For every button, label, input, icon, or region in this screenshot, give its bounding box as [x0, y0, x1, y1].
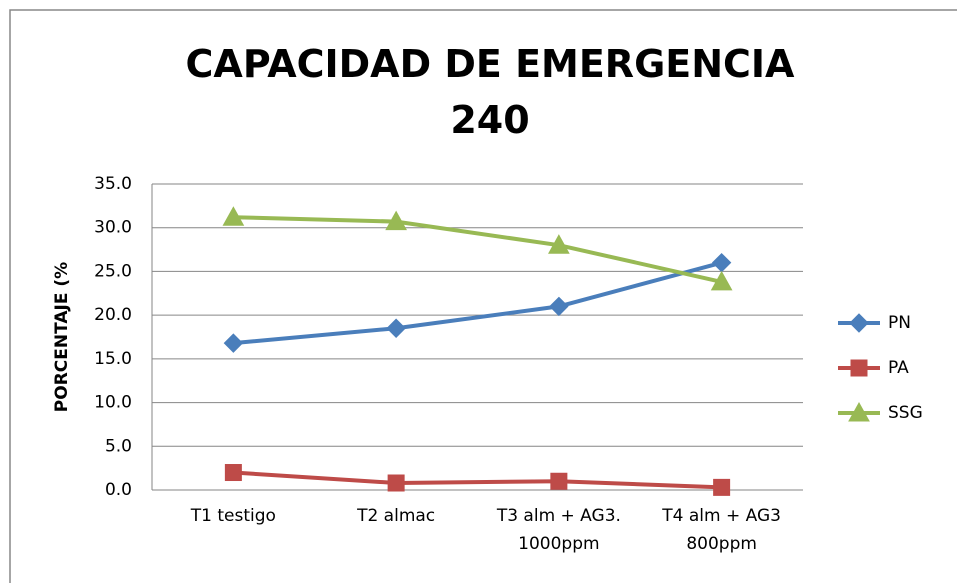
marker: [550, 472, 568, 490]
x-tick-box: T1 testigo: [190, 506, 276, 526]
series-line: [233, 260, 723, 346]
y-axis-label: PORCENTAJE (%: [52, 262, 72, 412]
marker: [223, 333, 244, 353]
x-tick-label: T4 alm + AG3 800ppm: [662, 506, 781, 554]
marker: [710, 270, 733, 291]
marker: [385, 210, 407, 231]
marker: [386, 318, 406, 338]
series-line: [233, 470, 722, 490]
x-tick-box: T4 alm + AG3 800ppm: [662, 506, 781, 554]
chart-title: CAPACIDAD DE EMERGENCIA 240: [185, 42, 795, 142]
x-tick-label: T3 alm + AG3. 1000ppm: [496, 506, 621, 554]
marker: [850, 359, 868, 377]
y-tick-label: 10.0: [94, 393, 132, 413]
y-tick-label: 20.0: [94, 305, 132, 325]
marker: [849, 313, 869, 333]
x-tick-box: T2 almac: [357, 506, 436, 526]
marker: [224, 464, 242, 482]
legend-label: SSG: [888, 403, 923, 423]
y-tick-label: 5.0: [105, 436, 132, 456]
marker: [713, 478, 731, 496]
chart-frame: [9, 9, 957, 587]
x-tick-label: T1 testigo: [190, 506, 276, 526]
y-tick-label: 30.0: [94, 218, 132, 238]
x-tick-label: T2 almac: [357, 506, 436, 526]
y-tick-label: 25.0: [94, 261, 132, 281]
title-box: CAPACIDAD DE EMERGENCIA 240: [185, 42, 795, 142]
y-tick-label: 0.0: [105, 480, 132, 500]
marker: [549, 296, 569, 317]
y-tick-label: 15.0: [94, 349, 132, 369]
marker: [387, 474, 405, 492]
y-tick-label: 35.0: [94, 174, 132, 194]
x-tick-box: T3 alm + AG3. 1000ppm: [496, 506, 621, 554]
series-line: [233, 215, 723, 284]
legend-label: PA: [888, 358, 909, 378]
marker: [548, 234, 570, 254]
marker: [848, 401, 870, 422]
legend-label: PN: [888, 313, 911, 333]
marker: [222, 206, 245, 226]
